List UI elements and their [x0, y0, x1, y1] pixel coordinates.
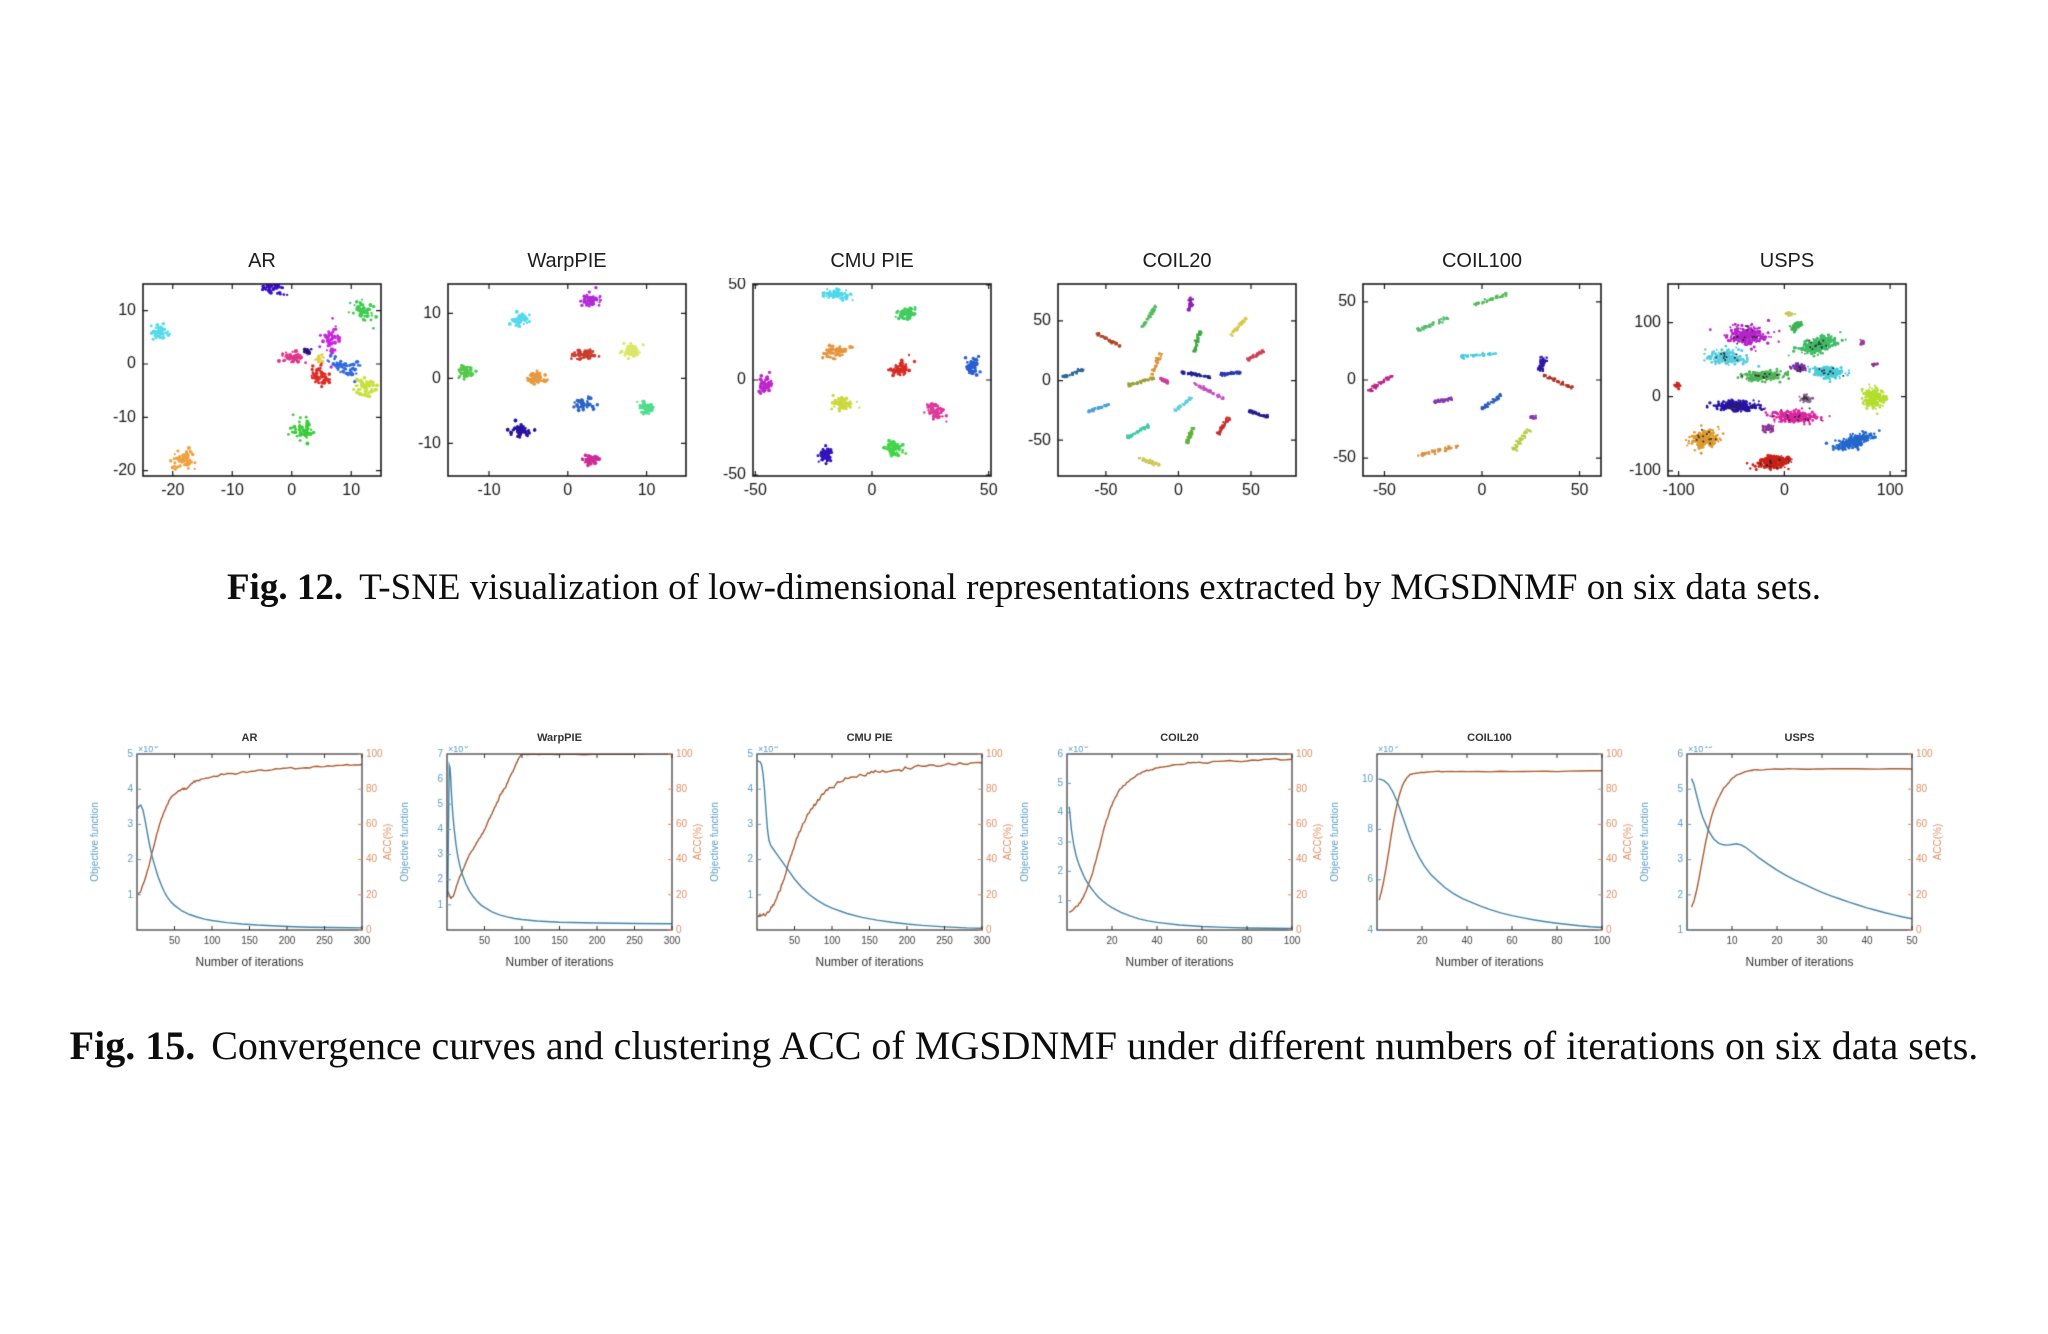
convergence-plot-canvas [1015, 746, 1325, 971]
tsne-chart-cmu-pie: CMU PIE [695, 248, 1000, 510]
fig12-chart-row: AR WarpPIE CMU PIE COIL20 COIL100 USPS [85, 248, 1915, 510]
convergence-chart-cmu-pie: CMU PIE [705, 732, 1015, 971]
convergence-plot-canvas [1325, 746, 1635, 971]
fig12-caption: Fig. 12. T-SNE visualization of low-dimen… [0, 566, 2048, 609]
chart-title: AR [248, 250, 276, 272]
fig15-caption-text: Convergence curves and clustering ACC of… [211, 1023, 1979, 1068]
chart-title: WarpPIE [527, 250, 607, 272]
chart-title: COIL20 [1160, 732, 1199, 744]
fig15-caption: Fig. 15. Convergence curves and clusterin… [0, 1022, 2048, 1069]
convergence-plot-canvas [85, 746, 395, 971]
convergence-chart-warppie: WarpPIE [395, 732, 705, 971]
convergence-chart-coil20: COIL20 [1015, 732, 1325, 971]
tsne-plot-canvas [390, 278, 695, 510]
fig15-caption-label: Fig. 15. [69, 1023, 196, 1068]
fig12-caption-text: T-SNE visualization of low-dimensional r… [359, 567, 1822, 608]
convergence-chart-coil100: COIL100 [1325, 732, 1635, 971]
tsne-plot-canvas [1305, 278, 1610, 510]
chart-title: USPS [1784, 732, 1815, 744]
convergence-plot-canvas [705, 746, 1015, 971]
fig15-chart-row: AR WarpPIE CMU PIE COIL20 COIL100 USPS [85, 732, 1945, 971]
chart-title: CMU PIE [830, 250, 914, 272]
chart-title: COIL100 [1441, 250, 1523, 272]
chart-title: COIL20 [1142, 250, 1212, 272]
tsne-chart-warppie: WarpPIE [390, 248, 695, 510]
tsne-plot-canvas [695, 278, 1000, 510]
tsne-chart-coil20: COIL20 [1000, 248, 1305, 510]
tsne-plot-canvas [1610, 278, 1915, 510]
chart-title: WarpPIE [537, 732, 582, 744]
tsne-chart-coil100: COIL100 [1305, 248, 1610, 510]
tsne-chart-ar: AR [85, 248, 390, 510]
fig12-caption-label: Fig. 12. [226, 567, 344, 608]
convergence-chart-usps: USPS [1635, 732, 1945, 971]
tsne-chart-usps: USPS [1610, 248, 1915, 510]
chart-title: AR [241, 732, 258, 744]
chart-title: CMU PIE [846, 732, 893, 744]
tsne-plot-canvas [85, 278, 390, 510]
chart-title: COIL100 [1467, 732, 1512, 744]
chart-title: USPS [1759, 250, 1815, 272]
tsne-plot-canvas [1000, 278, 1305, 510]
convergence-plot-canvas [395, 746, 705, 971]
convergence-plot-canvas [1635, 746, 1945, 971]
convergence-chart-ar: AR [85, 732, 395, 971]
